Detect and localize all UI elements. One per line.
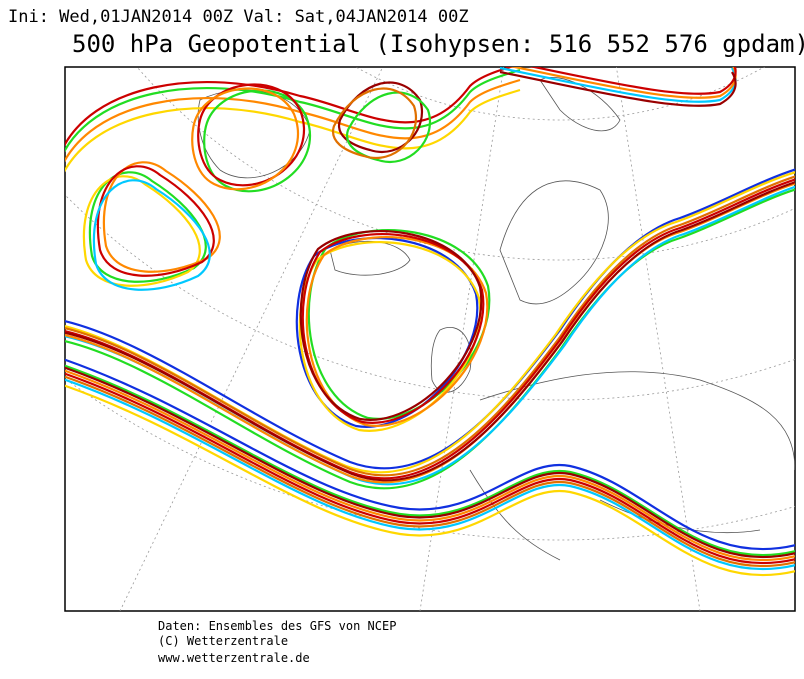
meridian xyxy=(119,67,384,611)
coast-scandinavia xyxy=(499,180,609,305)
meridian xyxy=(615,67,701,611)
map-title: 500 hPa Geopotential (Isohypsen: 516 552… xyxy=(72,30,804,58)
map-area xyxy=(65,67,795,611)
coastlines xyxy=(197,77,795,561)
run-info: Ini: Wed,01JAN2014 00Z Val: Sat,04JAN201… xyxy=(8,7,469,27)
coast-britain xyxy=(430,327,472,393)
footer-line: www.wetterzentrale.de xyxy=(158,651,310,665)
coast-iceland xyxy=(329,240,411,276)
graticule xyxy=(65,67,795,611)
footer-line: Daten: Ensembles des GFS von NCEP xyxy=(158,619,396,633)
meridian xyxy=(419,67,505,611)
coast-svalbard xyxy=(539,77,621,132)
footer-line: (C) Wetterzentrale xyxy=(158,634,288,648)
